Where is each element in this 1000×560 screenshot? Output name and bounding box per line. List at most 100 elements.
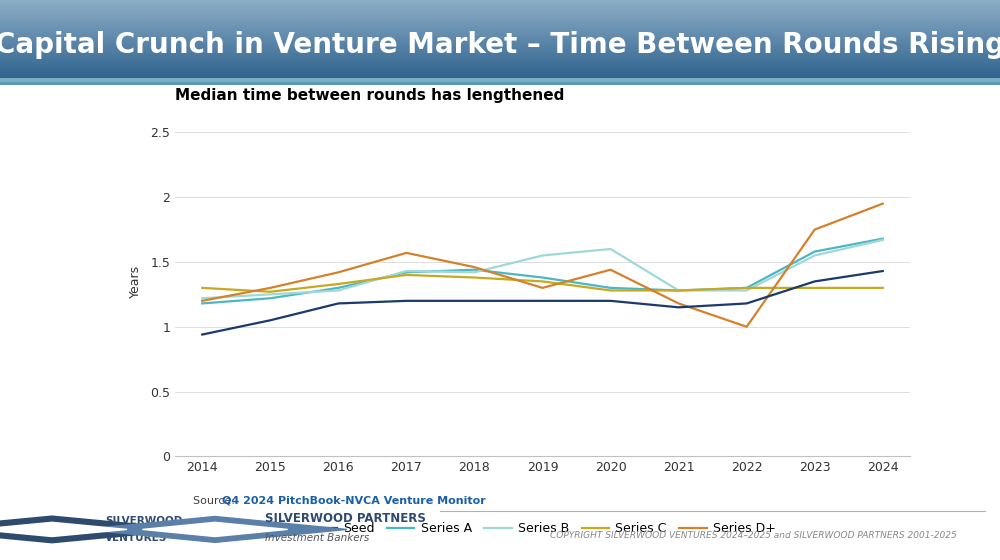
Polygon shape	[142, 522, 288, 536]
Series C	[673, 287, 685, 294]
Text: Q4 2024 PitchBook-NVCA Venture Monitor: Q4 2024 PitchBook-NVCA Venture Monitor	[222, 496, 486, 506]
Seed	[332, 300, 344, 307]
Seed	[400, 297, 412, 304]
Series B	[673, 287, 685, 294]
Series B	[741, 287, 753, 294]
Text: Investment Bankers: Investment Bankers	[265, 533, 369, 543]
Series D+	[809, 226, 821, 233]
Polygon shape	[83, 516, 347, 542]
Seed	[809, 278, 821, 284]
Bar	[0, 35, 1000, 36]
Series B	[264, 291, 276, 298]
Text: COPYRIGHT SILVERWOOD VENTURES 2024–2025 and SILVERWOOD PARTNERS 2001-2025: COPYRIGHT SILVERWOOD VENTURES 2024–2025 …	[550, 531, 957, 540]
Bar	[0, 6, 1000, 7]
Bar	[0, 78, 1000, 79]
Polygon shape	[0, 516, 188, 542]
Series C	[809, 284, 821, 291]
Seed	[741, 300, 753, 307]
Series C	[877, 284, 889, 291]
Series A	[741, 284, 753, 291]
Series A	[877, 235, 889, 242]
Text: SILVERWOOD PARTNERS: SILVERWOOD PARTNERS	[265, 512, 426, 525]
Line: Series A: Series A	[202, 239, 883, 304]
Bar	[0, 71, 1000, 72]
Series D+	[332, 269, 344, 276]
Bar	[0, 45, 1000, 46]
Bar	[0, 55, 1000, 57]
Bar	[0, 78, 1000, 82]
Text: Capital Crunch in Venture Market – Time Between Rounds Rising: Capital Crunch in Venture Market – Time …	[0, 31, 1000, 59]
Series B	[605, 246, 617, 253]
Bar	[0, 44, 1000, 45]
Text: SILVERWOOD: SILVERWOOD	[105, 516, 182, 526]
Bar	[0, 3, 1000, 4]
Bar	[0, 49, 1000, 50]
Series A	[196, 300, 208, 307]
Series A	[264, 295, 276, 302]
Series C	[536, 278, 548, 284]
Seed	[673, 304, 685, 311]
Bar	[0, 63, 1000, 64]
Bar	[0, 15, 1000, 16]
Bar	[0, 53, 1000, 54]
Bar	[0, 10, 1000, 11]
Line: Series B: Series B	[202, 240, 883, 298]
Seed	[264, 317, 276, 324]
Bar	[0, 5, 1000, 6]
Line: Series C: Series C	[202, 275, 883, 292]
Bar	[0, 42, 1000, 43]
Bar	[0, 19, 1000, 20]
Series D+	[877, 200, 889, 207]
Series C	[741, 284, 753, 291]
Bar	[0, 39, 1000, 40]
Series B	[468, 269, 480, 276]
Series B	[196, 295, 208, 302]
Seed	[605, 297, 617, 304]
Bar	[0, 12, 1000, 13]
Series B	[332, 287, 344, 294]
Bar	[0, 66, 1000, 67]
Bar	[0, 74, 1000, 75]
Series D+	[196, 297, 208, 304]
Seed	[196, 331, 208, 338]
Bar	[0, 70, 1000, 71]
Series C	[400, 272, 412, 278]
Bar	[0, 76, 1000, 77]
Series B	[536, 252, 548, 259]
Series A	[536, 274, 548, 281]
Bar	[0, 59, 1000, 60]
Bar	[0, 33, 1000, 34]
Series A	[332, 284, 344, 291]
Bar	[0, 16, 1000, 17]
Text: VENTURES: VENTURES	[105, 533, 167, 543]
Series B	[400, 268, 412, 274]
Bar	[0, 26, 1000, 27]
Bar	[0, 58, 1000, 59]
Bar	[0, 23, 1000, 24]
Bar	[0, 28, 1000, 29]
Bar	[0, 25, 1000, 26]
Bar	[0, 77, 1000, 78]
Bar	[0, 13, 1000, 14]
Series A	[605, 284, 617, 291]
Bar	[0, 8, 1000, 10]
Series D+	[264, 284, 276, 291]
Series C	[264, 288, 276, 295]
Text: Median time between rounds has lengthened: Median time between rounds has lengthene…	[175, 88, 564, 103]
Bar	[0, 37, 1000, 38]
Series D+	[741, 324, 753, 330]
Bar	[0, 41, 1000, 42]
Bar	[0, 75, 1000, 76]
Bar	[0, 1, 1000, 2]
Legend: Seed, Series A, Series B, Series C, Series D+: Seed, Series A, Series B, Series C, Seri…	[304, 517, 781, 540]
Bar	[0, 31, 1000, 32]
Seed	[536, 297, 548, 304]
Series C	[605, 287, 617, 294]
Seed	[468, 297, 480, 304]
Series C	[332, 281, 344, 287]
Bar	[0, 64, 1000, 65]
Bar	[0, 30, 1000, 31]
Bar	[0, 24, 1000, 25]
Seed	[877, 268, 889, 274]
Bar	[0, 20, 1000, 21]
